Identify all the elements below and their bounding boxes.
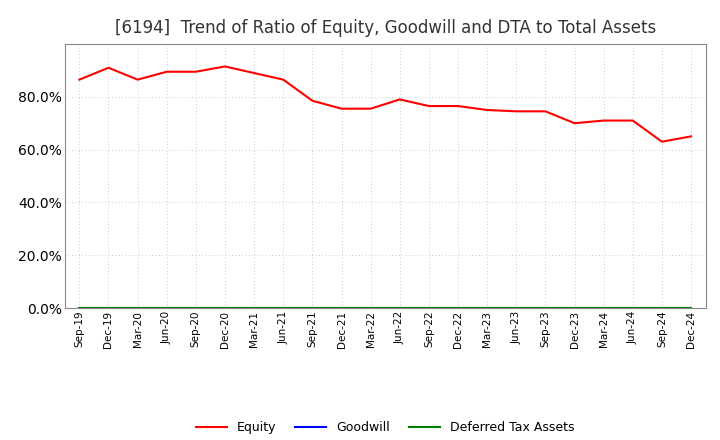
Deferred Tax Assets [104, 305, 113, 311]
Equity [512, 109, 521, 114]
Goodwill [483, 305, 492, 311]
Equity [279, 77, 287, 82]
Goodwill [250, 305, 258, 311]
Deferred Tax Assets [599, 305, 608, 311]
Equity [308, 98, 317, 103]
Equity [163, 69, 171, 74]
Goodwill [629, 305, 637, 311]
Goodwill [192, 305, 200, 311]
Equity [483, 107, 492, 113]
Line: Equity: Equity [79, 66, 691, 142]
Deferred Tax Assets [163, 305, 171, 311]
Goodwill [541, 305, 550, 311]
Deferred Tax Assets [308, 305, 317, 311]
Goodwill [220, 305, 229, 311]
Goodwill [279, 305, 287, 311]
Equity [75, 77, 84, 82]
Deferred Tax Assets [512, 305, 521, 311]
Goodwill [163, 305, 171, 311]
Equity [629, 118, 637, 123]
Deferred Tax Assets [250, 305, 258, 311]
Goodwill [308, 305, 317, 311]
Equity [425, 103, 433, 109]
Legend: Equity, Goodwill, Deferred Tax Assets: Equity, Goodwill, Deferred Tax Assets [191, 416, 580, 439]
Goodwill [512, 305, 521, 311]
Deferred Tax Assets [425, 305, 433, 311]
Equity [250, 70, 258, 76]
Deferred Tax Assets [366, 305, 375, 311]
Deferred Tax Assets [541, 305, 550, 311]
Deferred Tax Assets [395, 305, 404, 311]
Goodwill [75, 305, 84, 311]
Goodwill [337, 305, 346, 311]
Equity [599, 118, 608, 123]
Deferred Tax Assets [570, 305, 579, 311]
Goodwill [454, 305, 462, 311]
Deferred Tax Assets [220, 305, 229, 311]
Goodwill [366, 305, 375, 311]
Goodwill [133, 305, 142, 311]
Goodwill [425, 305, 433, 311]
Equity [657, 139, 666, 144]
Goodwill [104, 305, 113, 311]
Goodwill [570, 305, 579, 311]
Equity [220, 64, 229, 69]
Equity [192, 69, 200, 74]
Deferred Tax Assets [192, 305, 200, 311]
Equity [337, 106, 346, 111]
Equity [687, 134, 696, 139]
Deferred Tax Assets [454, 305, 462, 311]
Deferred Tax Assets [629, 305, 637, 311]
Equity [133, 77, 142, 82]
Goodwill [657, 305, 666, 311]
Deferred Tax Assets [657, 305, 666, 311]
Deferred Tax Assets [687, 305, 696, 311]
Title: [6194]  Trend of Ratio of Equity, Goodwill and DTA to Total Assets: [6194] Trend of Ratio of Equity, Goodwil… [114, 19, 656, 37]
Deferred Tax Assets [337, 305, 346, 311]
Deferred Tax Assets [483, 305, 492, 311]
Goodwill [687, 305, 696, 311]
Goodwill [599, 305, 608, 311]
Deferred Tax Assets [75, 305, 84, 311]
Equity [366, 106, 375, 111]
Goodwill [395, 305, 404, 311]
Equity [395, 97, 404, 102]
Equity [541, 109, 550, 114]
Equity [104, 65, 113, 70]
Equity [570, 121, 579, 126]
Deferred Tax Assets [133, 305, 142, 311]
Deferred Tax Assets [279, 305, 287, 311]
Equity [454, 103, 462, 109]
